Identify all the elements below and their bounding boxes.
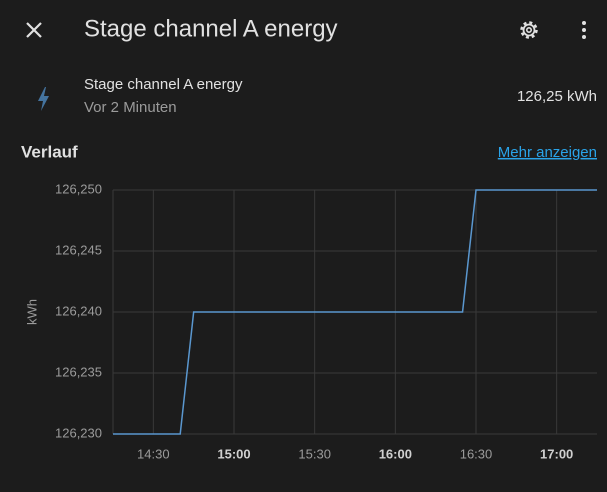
dialog-title: Stage channel A energy [84,15,338,42]
x-tick-label: 14:30 [137,446,170,461]
x-tick-label: 15:00 [217,446,250,461]
close-button[interactable] [26,22,42,38]
x-tick-label: 16:00 [379,446,412,461]
y-tick-label: 126,230 [55,425,102,440]
last-changed: Vor 2 Minuten [84,99,177,116]
y-tick-label: 126,235 [55,364,102,379]
entity-icon [38,87,49,111]
more-link[interactable]: Mehr anzeigen [498,144,597,161]
x-tick-label: 17:00 [540,446,573,461]
entity-name: Stage channel A energy [84,76,243,93]
x-tick-label: 15:30 [298,446,331,461]
y-tick-label: 126,240 [55,303,102,318]
settings-button[interactable] [520,21,538,39]
section-title: Verlauf [21,142,78,161]
y-tick-label: 126,245 [55,242,102,257]
entity-state: 126,25 kWh [517,88,597,105]
y-axis-label: kWh [24,299,39,325]
y-tick-label: 126,250 [55,181,102,196]
data-line [113,189,597,435]
menu-button[interactable] [582,21,586,39]
x-tick-label: 16:30 [460,446,493,461]
